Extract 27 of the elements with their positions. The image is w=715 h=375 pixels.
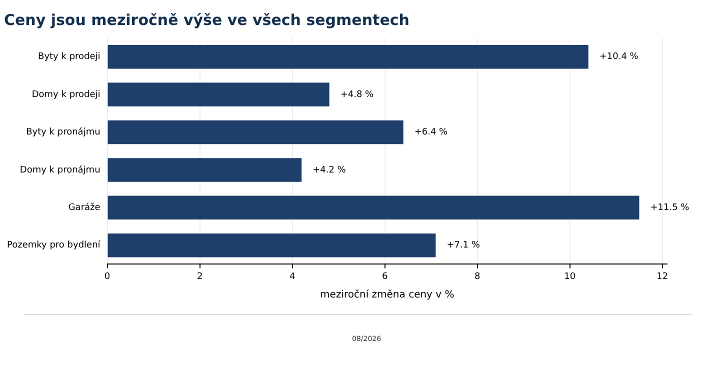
x-tick-label: 6: [382, 272, 388, 282]
x-tick-label: 2: [196, 272, 203, 282]
y-tick-label: Domy k prodeji: [32, 90, 100, 100]
x-tick-label: 12: [656, 272, 668, 282]
y-tick-label: Byty k pronájmu: [26, 126, 100, 138]
data-label: +4.8 %: [340, 90, 374, 100]
x-axis-title: meziroční změna ceny v %: [320, 290, 454, 301]
bar: [108, 196, 640, 220]
data-label: +11.5 %: [650, 202, 690, 213]
data-label: +7.1 %: [446, 240, 480, 251]
bar: [108, 233, 436, 258]
data-label: +6.4 %: [414, 128, 448, 138]
data-label: +10.4 %: [599, 52, 639, 62]
y-tick-label: Garáže: [68, 202, 101, 213]
y-tick-label: Domy k pronájmu: [20, 164, 100, 176]
bar: [108, 44, 588, 69]
x-tick-label: 10: [564, 272, 576, 282]
bar: [108, 158, 302, 182]
x-tick-label: 8: [474, 272, 480, 282]
chart-title: Ceny jsou meziročně výše ve všech segmentech: [4, 10, 410, 29]
bar: [108, 120, 404, 144]
y-tick-label: Pozemky pro bydlení: [7, 240, 101, 251]
x-tick-label: 4: [289, 272, 296, 282]
y-tick-label: Byty k prodeji: [38, 52, 100, 62]
data-label: +4.2 %: [312, 165, 346, 176]
bar: [108, 82, 330, 106]
x-tick-label: 0: [104, 272, 110, 282]
